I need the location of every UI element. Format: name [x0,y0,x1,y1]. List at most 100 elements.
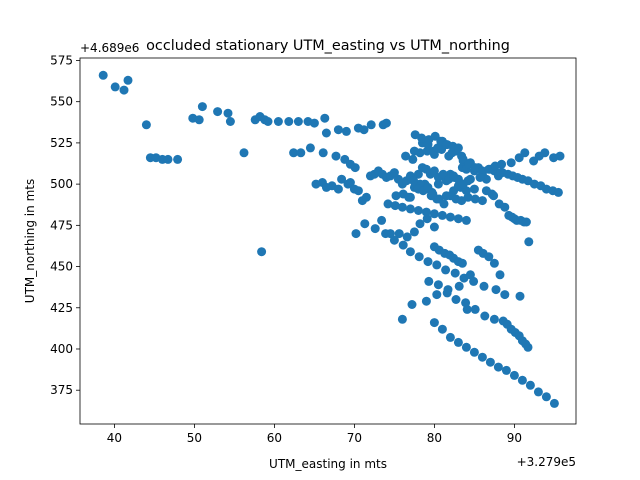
data-point [540,148,550,158]
data-point [273,117,283,126]
data-point [341,126,351,136]
data-point [489,258,499,268]
x-tick-label: 40 [107,431,122,445]
data-point [390,201,400,211]
data-point [423,257,433,267]
data-point [501,365,511,375]
data-point [421,207,431,217]
data-point [408,154,418,164]
data-point [429,318,439,328]
data-point [442,288,452,298]
y-tick-label: 525 [50,136,73,150]
data-point [320,113,330,123]
data-point [553,187,563,197]
data-point [407,300,417,309]
data-point [284,117,294,126]
x-axis: 40 50 60 70 80 90 [107,424,522,445]
plot-frame [79,57,577,425]
data-point [453,143,463,153]
data-point [402,232,412,242]
x-offset-label: +3.279e5 [517,455,576,469]
data-point [479,281,489,291]
data-point [453,214,463,224]
data-point [485,357,495,367]
data-point [463,176,473,186]
data-point [549,398,559,408]
data-point [415,219,425,229]
data-point [433,179,443,189]
data-point [437,210,447,220]
data-point [521,217,531,227]
data-point [491,285,501,295]
chart-title: occluded stationary UTM_easting vs UTM_n… [146,38,510,54]
data-point [141,120,151,130]
data-point [119,85,129,95]
data-point [389,168,399,178]
data-point [409,146,419,156]
y-axis-title: UTM_northing in mts [23,179,37,303]
data-point [433,280,443,290]
data-point [470,194,480,204]
data-point [439,199,449,209]
data-point [173,154,183,164]
data-point [506,158,516,168]
data-point [493,362,503,372]
data-point [398,240,408,250]
data-point [213,107,223,117]
data-point [263,117,273,126]
data-point [484,252,494,262]
data-point [429,209,439,219]
y-axis: 375 400 425 450 475 500 525 550 575 [50,53,80,397]
x-tick-label: 70 [347,431,362,445]
data-point [413,169,423,179]
data-point [429,222,439,232]
data-point [421,296,431,306]
data-point [345,178,355,187]
data-point [361,192,371,202]
y-tick-label: 475 [50,218,73,232]
data-point [497,159,507,169]
data-point [461,298,471,308]
data-point [370,224,380,234]
data-point [239,148,249,158]
data-point [366,120,376,130]
data-point [333,184,343,194]
y-tick-label: 375 [50,383,73,397]
data-point [381,229,391,239]
data-point [525,380,535,390]
data-point [293,117,303,126]
data-point [470,304,480,314]
data-point [524,237,534,247]
data-point [500,202,510,212]
data-point [409,176,419,186]
data-point [489,191,499,201]
data-point [480,311,490,321]
data-point [481,186,491,196]
data-point [445,332,455,342]
data-point [383,199,393,209]
data-point [123,75,133,85]
data-point [381,118,391,128]
data-point [197,102,207,112]
data-point [445,212,455,222]
data-point [517,375,527,385]
data-point [163,154,173,164]
y-offset-label: +4.689e6 [80,41,139,55]
x-tick-label: 60 [267,431,282,445]
data-point [360,219,370,229]
data-point [414,252,424,262]
data-point [223,108,233,118]
data-point [461,342,471,352]
data-point [520,148,530,158]
data-point [495,270,505,280]
data-point [428,189,438,199]
data-point [397,202,407,212]
data-point [477,196,487,206]
y-tick-label: 450 [50,260,73,274]
data-point [404,192,414,202]
data-point [432,290,442,300]
data-point [351,229,361,239]
data-point [475,173,485,182]
